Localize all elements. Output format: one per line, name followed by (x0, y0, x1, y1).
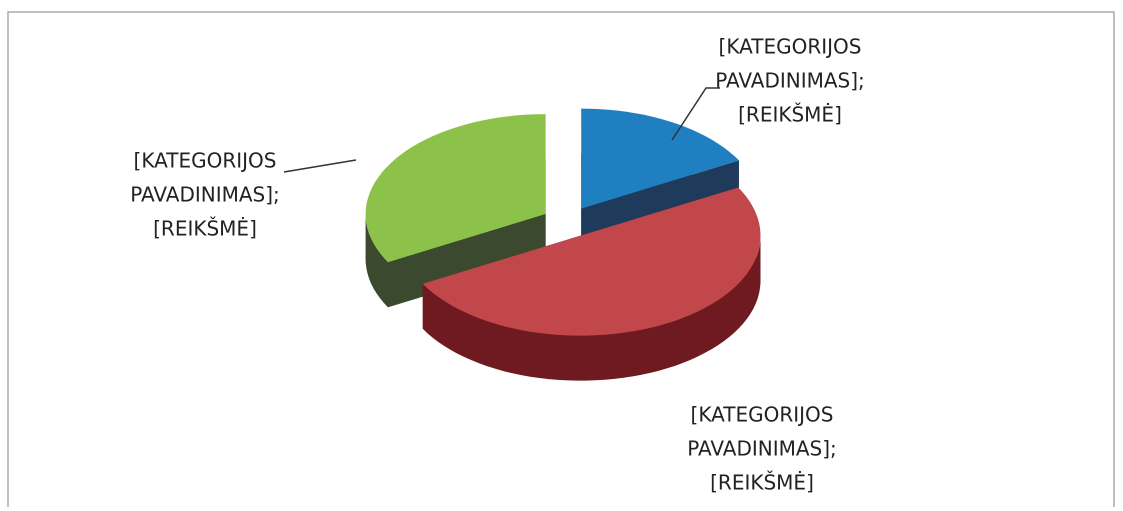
slice-side (365, 214, 388, 308)
data-label: [KATEGORIJOS (691, 403, 834, 427)
data-label: [KATEGORIJOS (719, 35, 862, 59)
slice (422, 187, 761, 336)
data-label: [REIKŠMĖ] (738, 103, 842, 127)
data-label: [KATEGORIJOS (134, 149, 277, 173)
data-label: [REIKŠMĖ] (153, 217, 257, 241)
slice (365, 114, 546, 263)
slice-side (422, 235, 761, 378)
data-label: PAVADINIMAS]; (130, 183, 280, 207)
data-label: PAVADINIMAS]; (715, 69, 865, 93)
slice (581, 108, 739, 209)
leader-line (671, 87, 720, 141)
data-label: [REIKŠMĖ] (710, 471, 814, 495)
data-label: PAVADINIMAS]; (687, 437, 837, 461)
leader-line (283, 159, 357, 173)
